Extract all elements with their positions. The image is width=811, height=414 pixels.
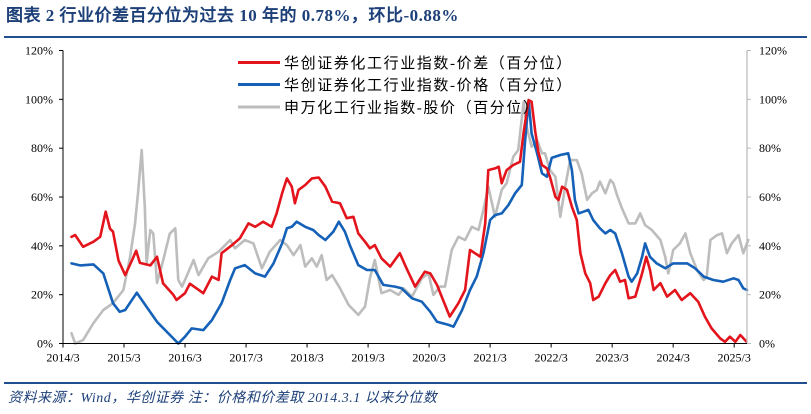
- y-tick-label-left: 120%: [25, 44, 53, 58]
- y-tick-label-right: 40%: [759, 239, 781, 253]
- x-axis: 2014/3 2015/3 2016/3 2017/3 2018/3 2019/3 2020…: [46, 343, 751, 365]
- x-tick-label: 2017/3: [229, 351, 262, 365]
- right-y-axis: 0% 20% 40% 60% 80% 100% 120%: [746, 44, 787, 351]
- y-tick-label-left: 0%: [37, 337, 53, 351]
- y-tick-label-left: 20%: [31, 288, 53, 302]
- x-tick-label: 2018/3: [290, 351, 323, 365]
- x-tick-label: 2015/3: [107, 351, 140, 365]
- y-tick-label-right: 60%: [759, 190, 781, 204]
- x-tick-label: 2020/3: [412, 351, 445, 365]
- x-tick-label: 2024/3: [656, 351, 689, 365]
- y-tick-label-left: 100%: [25, 92, 53, 106]
- y-tick-label-left: 80%: [31, 141, 53, 155]
- x-tick-label: 2025/3: [718, 351, 751, 365]
- x-tick-label: 2019/3: [351, 351, 384, 365]
- chart-title: 图表 2 行业价差百分位为过去 10 年的 0.78%，环比-0.88%: [6, 6, 459, 25]
- footer-divider: [4, 382, 807, 384]
- series-line-2: [70, 100, 750, 345]
- y-tick-label-left: 60%: [31, 190, 53, 204]
- x-tick-label: 2014/3: [46, 351, 79, 365]
- series-line-1: [70, 98, 749, 345]
- legend-label: 申万化工行业指数-股价（百分位）: [284, 100, 540, 117]
- series-layer: [70, 98, 750, 345]
- source-note: 资料来源：Wind，华创证券 注：价格和价差取 2014.3.1 以来分位数: [8, 391, 438, 406]
- y-tick-label-right: 120%: [759, 44, 787, 58]
- legend: 华创证券化工行业指数-价差（百分位） 华创证券化工行业指数-价格（百分位） 申万…: [238, 55, 573, 117]
- legend-label: 华创证券化工行业指数-价差（百分位）: [284, 55, 573, 72]
- y-tick-label-left: 40%: [31, 239, 53, 253]
- line-chart: 0% 20% 40% 60% 80% 100% 120% 0% 20% 40% 60% 80% 100…: [25, 44, 787, 365]
- x-tick-label: 2021/3: [473, 351, 506, 365]
- y-tick-label-right: 20%: [759, 288, 781, 302]
- x-tick-label: 2022/3: [534, 351, 567, 365]
- legend-item-price-spread: 华创证券化工行业指数-价差（百分位）: [238, 55, 573, 72]
- legend-item-stock-price: 申万化工行业指数-股价（百分位）: [238, 100, 540, 117]
- left-y-axis: 0% 20% 40% 60% 80% 100% 120%: [25, 44, 64, 351]
- y-tick-label-right: 100%: [759, 92, 787, 106]
- x-tick-label: 2016/3: [168, 351, 201, 365]
- title-divider: [4, 36, 807, 38]
- y-tick-label-right: 80%: [759, 141, 781, 155]
- x-tick-label: 2023/3: [595, 351, 628, 365]
- legend-label: 华创证券化工行业指数-价格（百分位）: [284, 77, 573, 94]
- legend-item-price: 华创证券化工行业指数-价格（百分位）: [238, 77, 573, 94]
- y-tick-label-right: 0%: [759, 337, 775, 351]
- series-line-0: [70, 98, 748, 344]
